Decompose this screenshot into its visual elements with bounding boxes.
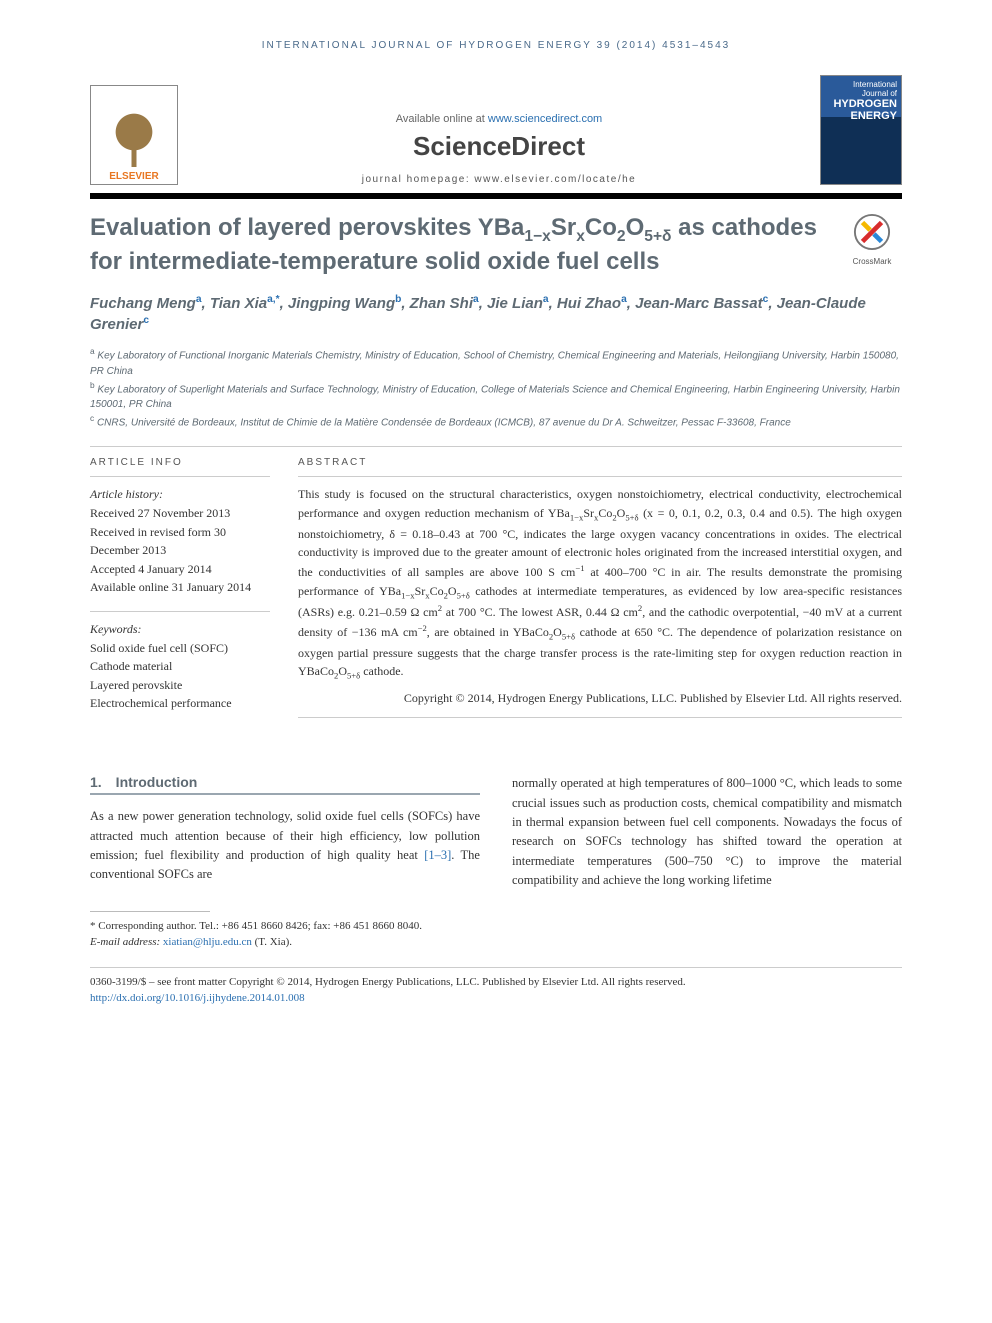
intro-paragraph-left: As a new power generation technology, so… — [90, 807, 480, 885]
masthead-center: Available online at www.sciencedirect.co… — [196, 113, 802, 185]
doi-link[interactable]: http://dx.doi.org/10.1016/j.ijhydene.201… — [90, 992, 305, 1004]
doi-line: http://dx.doi.org/10.1016/j.ijhydene.201… — [90, 990, 902, 1007]
divider — [90, 476, 270, 477]
keyword: Cathode material — [90, 657, 270, 676]
intro-paragraph-right: normally operated at high temperatures o… — [512, 774, 902, 890]
body-column-left: 1. Introduction As a new power generatio… — [90, 774, 480, 951]
article-page: INTERNATIONAL JOURNAL OF HYDROGEN ENERGY… — [0, 0, 992, 1047]
divider — [90, 446, 902, 447]
history-item: Available online 31 January 2014 — [90, 578, 270, 597]
running-head: INTERNATIONAL JOURNAL OF HYDROGEN ENERGY… — [90, 40, 902, 51]
journal-cover-thumb: International Journal of HYDROGEN ENERGY — [820, 75, 902, 185]
author-list: Fuchang Menga, Tian Xiaa,*, Jingping Wan… — [90, 293, 902, 335]
introduction-heading: 1. Introduction — [90, 774, 480, 795]
crossmark-label: CrossMark — [842, 257, 902, 266]
masthead: ELSEVIER Available online at www.science… — [90, 75, 902, 185]
sciencedirect-logo: ScienceDirect — [413, 131, 585, 162]
homepage-link[interactable]: www.elsevier.com/locate/he — [474, 174, 636, 185]
abstract-label: ABSTRACT — [298, 457, 902, 468]
front-matter-line: 0360-3199/$ – see front matter Copyright… — [90, 974, 902, 991]
keyword: Layered perovskite — [90, 676, 270, 695]
corresponding-author-footnote: * Corresponding author. Tel.: +86 451 86… — [90, 918, 480, 951]
affiliation: b Key Laboratory of Superlight Materials… — [90, 379, 902, 412]
divider — [298, 717, 902, 718]
bottom-rule — [90, 967, 902, 968]
crossmark-badge[interactable]: CrossMark — [842, 213, 902, 277]
sciencedirect-link[interactable]: www.sciencedirect.com — [488, 113, 602, 125]
history-item: Received 27 November 2013 — [90, 504, 270, 523]
body-column-right: normally operated at high temperatures o… — [512, 774, 902, 951]
title-top-rule — [90, 193, 902, 199]
history-item: Accepted 4 January 2014 — [90, 560, 270, 579]
elsevier-tree-icon — [111, 111, 157, 171]
crossmark-icon — [853, 213, 891, 251]
corr-tel: Tel.: +86 451 8660 8426; fax: +86 451 86… — [199, 920, 422, 932]
cover-line2: HYDROGEN — [825, 98, 897, 110]
available-prefix: Available online at — [396, 113, 488, 125]
body-columns: 1. Introduction As a new power generatio… — [90, 774, 902, 951]
info-abstract-row: ARTICLE INFO Article history: Received 2… — [90, 457, 902, 726]
homepage-label: journal homepage: — [362, 174, 475, 185]
cover-line3: ENERGY — [825, 110, 897, 122]
history-item: Received in revised form 30 December 201… — [90, 523, 270, 560]
keyword: Electrochemical performance — [90, 694, 270, 713]
homepage-line: journal homepage: www.elsevier.com/locat… — [362, 174, 636, 185]
abstract-copyright: Copyright © 2014, Hydrogen Energy Public… — [298, 689, 902, 707]
corr-email-link[interactable]: xiatian@hlju.edu.cn — [163, 936, 252, 948]
keywords-label: Keywords: — [90, 620, 270, 639]
elsevier-wordmark: ELSEVIER — [109, 171, 158, 182]
article-info-column: ARTICLE INFO Article history: Received 2… — [90, 457, 270, 726]
affiliation: c CNRS, Université de Bordeaux, Institut… — [90, 412, 902, 430]
article-history: Article history: Received 27 November 20… — [90, 485, 270, 597]
abstract-text: This study is focused on the structural … — [298, 485, 902, 683]
divider — [90, 611, 270, 612]
article-info-label: ARTICLE INFO — [90, 457, 270, 468]
abstract-column: ABSTRACT This study is focused on the st… — [298, 457, 902, 726]
elsevier-logo: ELSEVIER — [90, 85, 178, 185]
available-online-line: Available online at www.sciencedirect.co… — [396, 113, 602, 125]
keyword: Solid oxide fuel cell (SOFC) — [90, 639, 270, 658]
email-who: (T. Xia). — [252, 936, 292, 948]
corr-label: * Corresponding author. — [90, 920, 197, 932]
affiliation-list: a Key Laboratory of Functional Inorganic… — [90, 345, 902, 430]
history-label: Article history: — [90, 485, 270, 504]
affiliation: a Key Laboratory of Functional Inorganic… — [90, 345, 902, 378]
keywords-block: Keywords: Solid oxide fuel cell (SOFC) C… — [90, 620, 270, 713]
article-title: Evaluation of layered perovskites YBa1−x… — [90, 213, 824, 277]
email-label: E-mail address: — [90, 936, 163, 948]
divider — [298, 476, 902, 477]
cover-line1: International Journal of — [825, 80, 897, 98]
footnote-rule — [90, 911, 210, 912]
title-area: Evaluation of layered perovskites YBa1−x… — [90, 213, 902, 277]
